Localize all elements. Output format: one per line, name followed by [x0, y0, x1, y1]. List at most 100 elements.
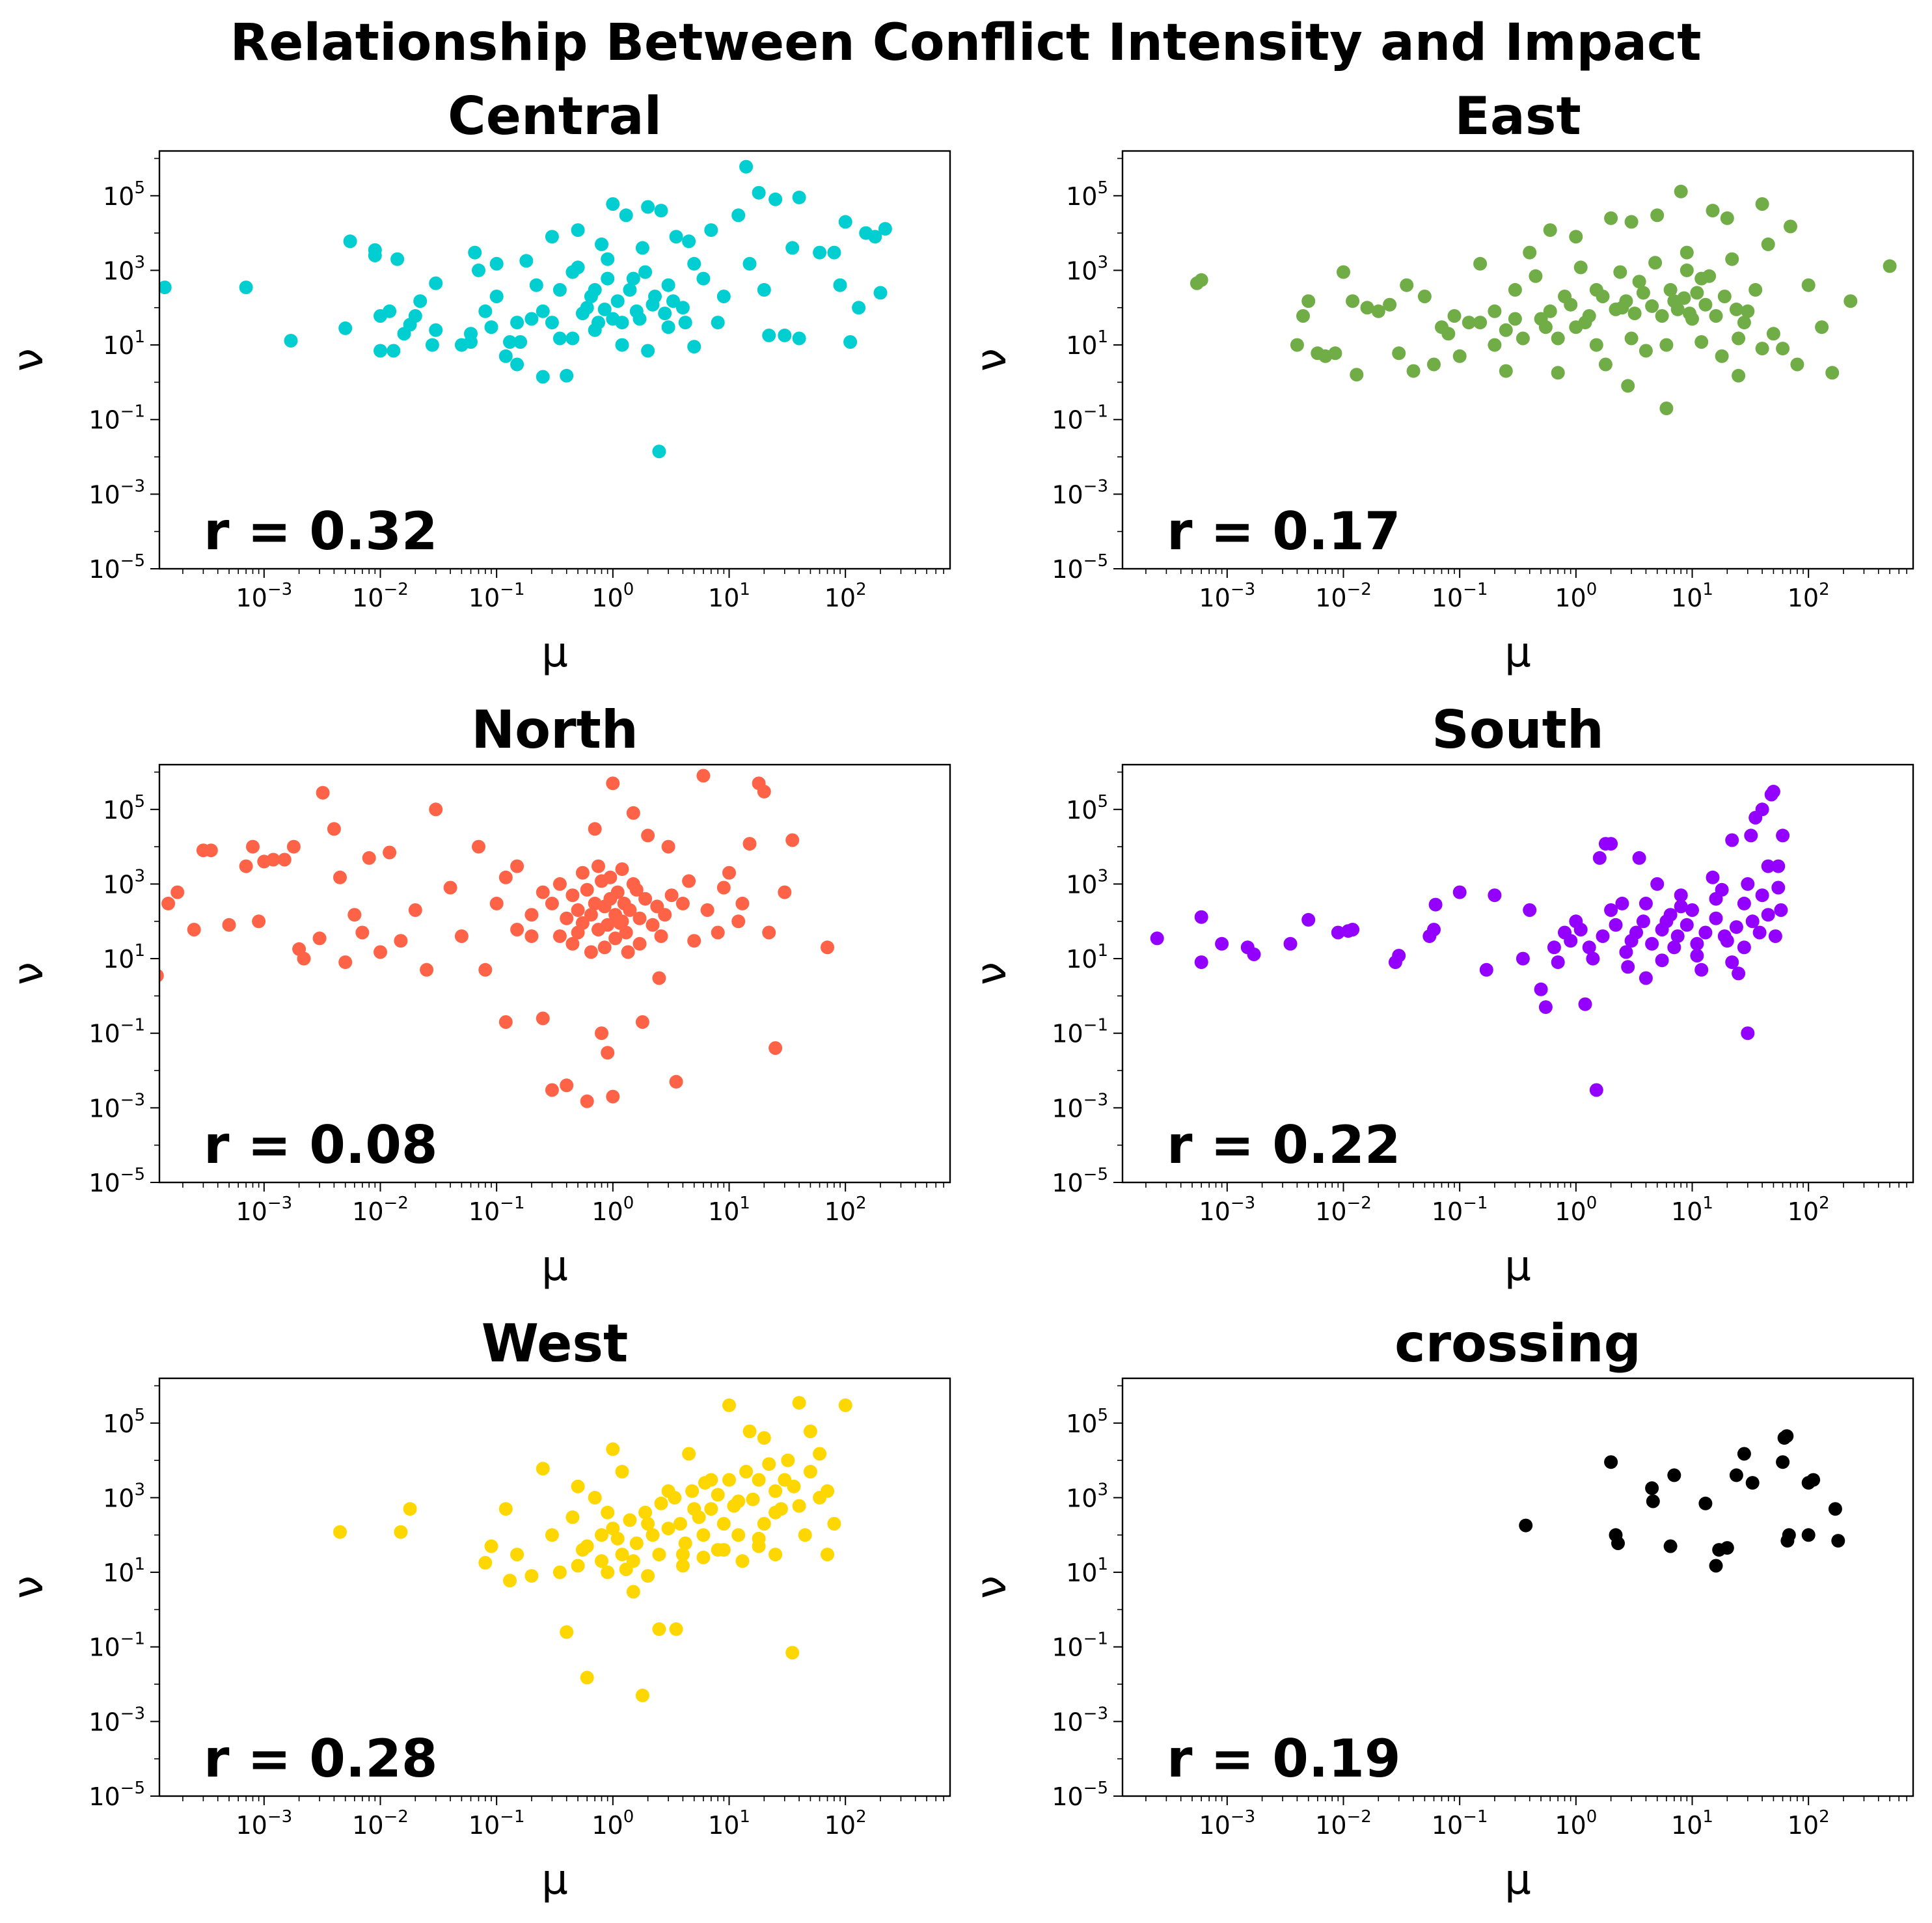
central-point-4: [343, 234, 357, 249]
east-xtick-label-5: 102: [1788, 580, 1830, 612]
central-ytick-label-0: 10−5: [88, 551, 145, 584]
south-point-72: [1717, 929, 1732, 944]
east-title: East: [1454, 86, 1581, 146]
west-point-66: [704, 1502, 718, 1516]
south-point-86: [1771, 859, 1786, 873]
south-point-66: [1663, 908, 1678, 922]
west-point-57: [646, 1528, 660, 1542]
west-point-80: [787, 1479, 801, 1493]
central-minor-ticks: [154, 157, 944, 574]
east-point-51: [1706, 204, 1720, 218]
east-point-57: [1748, 282, 1763, 297]
east-point-24: [1473, 256, 1488, 271]
east-point-102: [1732, 331, 1746, 346]
south-point-84: [1741, 877, 1755, 891]
west-point-71: [731, 1528, 746, 1542]
south-xtick-label-0: 10−3: [1199, 1193, 1255, 1226]
central-point-92: [878, 222, 892, 236]
north-point-114: [735, 896, 750, 910]
east-point-40: [1621, 379, 1635, 393]
east-point-90: [1529, 269, 1543, 283]
crossing-point-9: [1709, 1559, 1723, 1573]
east-point-43: [1639, 344, 1653, 358]
crossing-xtick-label-5: 102: [1788, 1807, 1830, 1840]
south-minor-ticks: [1117, 771, 1907, 1188]
south-point-6: [1283, 936, 1298, 951]
north-point-99: [584, 945, 598, 959]
crossing-ytick-label-3: 101: [1066, 1555, 1108, 1587]
north-point-61: [722, 866, 736, 880]
north-xtick-label-1: 10−2: [352, 1193, 409, 1226]
north-point-10: [252, 914, 266, 929]
north-point-58: [687, 934, 701, 948]
east-point-79: [1655, 309, 1669, 323]
central-point-70: [711, 316, 725, 330]
east-point-31: [1543, 223, 1557, 238]
south-axes-frame: [1121, 763, 1914, 1184]
south-point-31: [1615, 896, 1629, 910]
north-point-55: [661, 839, 675, 854]
central-ytick-label-2: 10−1: [88, 402, 145, 435]
south-point-54: [1771, 880, 1786, 895]
panel-crossing: crossing 10−3 10−2 10−1 100 101 102 10−5 10−3 10−…: [968, 1313, 1914, 1904]
west-point-90: [735, 1554, 750, 1568]
south-point-51: [1761, 859, 1775, 873]
central-point-49: [606, 197, 620, 211]
central-point-87: [843, 335, 858, 349]
east-point-75: [1619, 294, 1633, 308]
north-point-4: [187, 923, 201, 936]
central-point-79: [778, 328, 792, 342]
east-point-2: [1290, 338, 1304, 352]
west-point-35: [722, 1398, 736, 1412]
north-point-20: [333, 870, 347, 884]
crossing-point-23: [1828, 1502, 1842, 1516]
north-point-92: [638, 892, 653, 906]
north-point-41: [552, 877, 567, 891]
north-point-73: [565, 888, 580, 903]
north-point-60: [711, 925, 725, 940]
central-point-64: [675, 301, 690, 315]
central-point-47: [601, 271, 615, 286]
east-point-28: [1516, 331, 1530, 346]
south-point-76: [1752, 925, 1767, 940]
north-point-68: [778, 885, 792, 899]
panel-south: South 10−3 10−2 10−1 100 101 102 10−5 10−3 10−1 10…: [968, 700, 1914, 1290]
west-point-2: [403, 1502, 417, 1516]
west-point-24: [635, 1688, 649, 1702]
west-point-74: [752, 1473, 766, 1487]
north-point-72: [560, 911, 574, 925]
south-point-78: [1768, 929, 1782, 944]
west-point-77: [769, 1484, 783, 1498]
west-point-12: [560, 1625, 574, 1639]
south-ylabel: ν: [968, 962, 1016, 985]
north-minor-ticks: [154, 771, 944, 1188]
east-point-74: [1609, 302, 1623, 316]
north-point-106: [626, 877, 640, 891]
north-point-112: [700, 903, 714, 917]
crossing-ytick-label-1: 10−3: [1052, 1704, 1108, 1736]
crossing-xtick-label-4: 101: [1671, 1807, 1713, 1840]
west-point-21: [610, 1531, 625, 1546]
west-point-52: [606, 1521, 620, 1536]
north-point-104: [615, 862, 629, 877]
central-point-51: [615, 338, 629, 352]
central-point-17: [429, 323, 443, 337]
west-point-88: [696, 1550, 711, 1564]
north-point-35: [489, 896, 504, 910]
east-ytick-label-5: 105: [1066, 178, 1108, 211]
east-ytick-label-2: 10−1: [1052, 402, 1108, 435]
west-point-18: [595, 1554, 608, 1568]
east-point-89: [1737, 316, 1751, 330]
east-point-48: [1680, 245, 1694, 260]
north-point-52: [635, 1015, 649, 1029]
north-point-75: [575, 916, 590, 930]
central-point-33: [524, 312, 539, 326]
central-point-0: [159, 280, 172, 295]
central-point-75: [752, 185, 766, 200]
central-point-106: [678, 316, 692, 330]
north-point-109: [524, 908, 539, 922]
central-point-91: [873, 286, 888, 300]
south-point-91: [1690, 949, 1704, 962]
crossing-point-24: [1831, 1534, 1845, 1548]
central-point-66: [687, 256, 701, 271]
